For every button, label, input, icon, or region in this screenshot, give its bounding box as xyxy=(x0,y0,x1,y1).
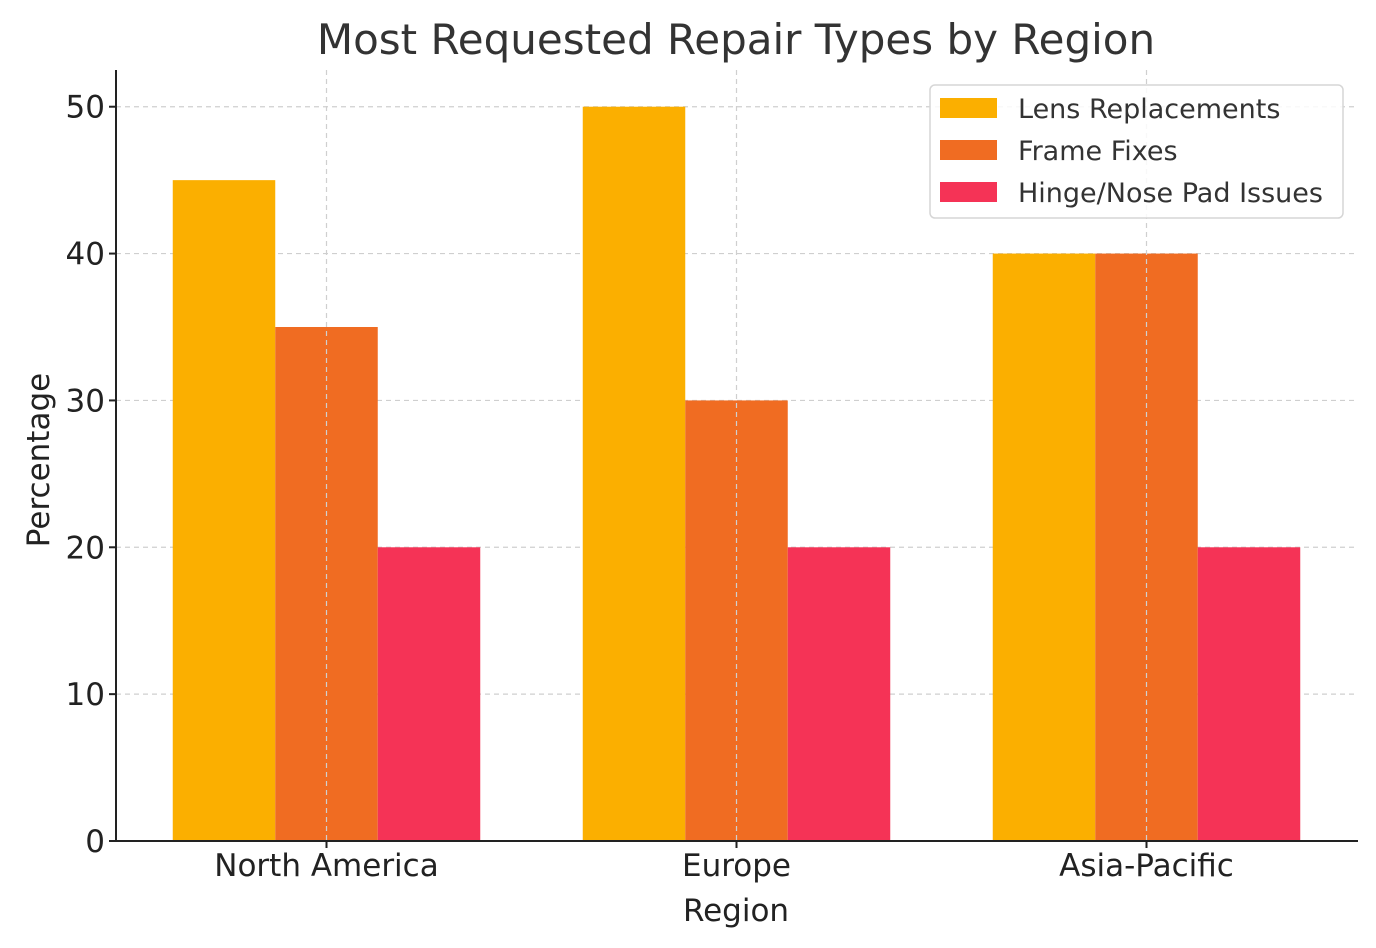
y-tick-label: 10 xyxy=(66,677,105,713)
x-tick-label: Asia-Pacific xyxy=(1059,848,1234,884)
legend-label: Frame Fixes xyxy=(1018,136,1178,167)
legend-label: Lens Replacements xyxy=(1018,94,1280,125)
x-tick-label: Europe xyxy=(682,848,791,884)
bar xyxy=(1197,547,1301,841)
bar xyxy=(582,106,686,841)
bar xyxy=(172,180,276,842)
y-axis-label: Percentage xyxy=(21,373,57,547)
bars xyxy=(172,106,1301,842)
y-tick-label: 40 xyxy=(66,237,105,273)
tick-labels: 0 10 20 30 40 50 North America Europe Asia-Pacif… xyxy=(66,90,1234,884)
legend: Lens Replacements Frame Fixes Hinge/Nose P… xyxy=(929,84,1344,219)
legend-swatch xyxy=(940,140,997,160)
x-tick-label: North America xyxy=(214,848,438,884)
legend-box xyxy=(929,84,1344,219)
bar xyxy=(992,253,1096,842)
y-tick-label: 20 xyxy=(66,530,105,566)
legend-label: Hinge/Nose Pad Issues xyxy=(1018,178,1323,209)
legend-swatch xyxy=(940,98,997,118)
x-axis-label: Region xyxy=(683,893,789,929)
legend-swatch xyxy=(940,182,997,202)
bar xyxy=(787,547,891,841)
y-tick-label: 50 xyxy=(66,90,105,126)
chart-title: Most Requested Repair Types by Region xyxy=(317,15,1155,64)
y-tick-label: 30 xyxy=(66,383,105,419)
bar xyxy=(377,547,481,841)
y-tick-label: 0 xyxy=(85,824,105,860)
